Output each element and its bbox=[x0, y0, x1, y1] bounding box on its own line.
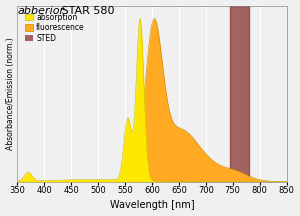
Y-axis label: Absorbance/Emission (norm.): Absorbance/Emission (norm.) bbox=[6, 37, 15, 150]
X-axis label: Wavelength [nm]: Wavelength [nm] bbox=[110, 200, 194, 210]
Text: STAR 580: STAR 580 bbox=[58, 6, 114, 16]
Legend: absorption, fluorescence, STED: absorption, fluorescence, STED bbox=[24, 11, 86, 44]
Text: abberior: abberior bbox=[17, 6, 64, 16]
Bar bbox=[230, 6, 249, 182]
